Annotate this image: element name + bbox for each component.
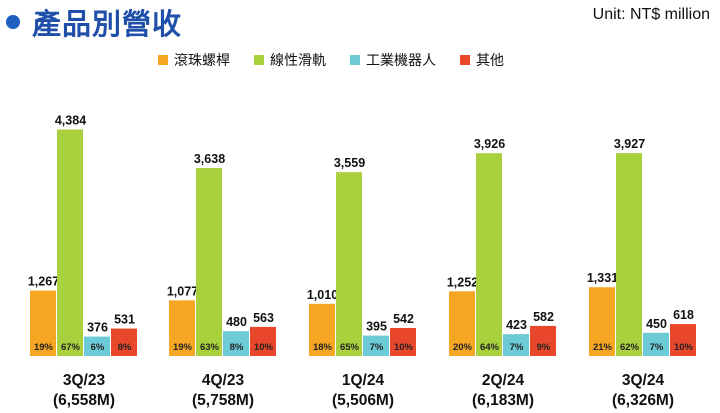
legend-label: 工業機器人	[366, 53, 436, 69]
bar	[476, 153, 502, 356]
bar	[530, 325, 556, 356]
share-label: 63%	[200, 342, 220, 353]
category-label: 4Q/23	[202, 372, 245, 389]
data-label: 1,077	[167, 284, 198, 298]
share-label: 8%	[118, 342, 132, 353]
bar	[111, 328, 137, 356]
data-label: 1,331	[587, 271, 618, 285]
bullet-icon	[6, 15, 20, 29]
data-label: 542	[393, 312, 414, 326]
data-label: 582	[533, 310, 554, 324]
share-label: 10%	[254, 342, 274, 353]
bar	[169, 300, 195, 356]
bar	[84, 336, 110, 356]
category-total-label: (5,758M)	[192, 392, 254, 409]
share-label: 21%	[593, 342, 613, 353]
legend-item: 工業機器人	[350, 50, 436, 70]
share-label: 20%	[453, 342, 473, 353]
share-label: 62%	[620, 342, 640, 353]
bar	[390, 327, 416, 356]
data-label: 423	[506, 318, 527, 332]
share-label: 19%	[34, 342, 54, 353]
legend-item: 其他	[460, 50, 504, 70]
bar	[336, 172, 362, 356]
share-label: 65%	[340, 342, 360, 353]
data-label: 376	[87, 321, 108, 335]
share-label: 8%	[230, 342, 244, 353]
bar	[30, 290, 56, 356]
legend-label: 線性滑軌	[270, 53, 326, 69]
share-label: 18%	[313, 342, 333, 353]
share-label: 7%	[650, 342, 664, 353]
share-label: 7%	[510, 342, 524, 353]
share-label: 64%	[480, 342, 500, 353]
legend-label: 滾珠螺桿	[174, 53, 230, 69]
legend-swatch	[254, 55, 264, 65]
data-label: 1,252	[447, 275, 478, 289]
data-label: 1,010	[307, 288, 338, 302]
bar	[363, 335, 389, 356]
category-label: 3Q/23	[63, 372, 106, 389]
legend-label: 其他	[476, 53, 504, 69]
share-label: 6%	[91, 342, 105, 353]
chart-title: 產品別營收	[32, 7, 183, 41]
data-label: 3,638	[194, 152, 225, 166]
category-total-label: (5,506M)	[332, 392, 394, 409]
legend-swatch	[158, 55, 168, 65]
legend-item: 線性滑軌	[254, 50, 326, 70]
data-label: 3,927	[614, 137, 645, 151]
data-label: 3,559	[334, 156, 365, 170]
share-label: 10%	[674, 342, 694, 353]
data-label: 395	[366, 320, 387, 334]
data-label: 618	[673, 308, 694, 322]
unit-label: Unit: NT$ million	[592, 6, 710, 23]
legend-item: 滾珠螺桿	[158, 50, 230, 70]
share-label: 19%	[173, 342, 193, 353]
category-label: 3Q/24	[622, 372, 665, 389]
category-total-label: (6,183M)	[472, 392, 534, 409]
share-label: 10%	[394, 342, 414, 353]
data-label: 3,926	[474, 137, 505, 151]
bar	[250, 326, 276, 356]
legend-swatch	[350, 55, 360, 65]
bar	[57, 129, 83, 356]
data-label: 531	[114, 313, 135, 327]
legend: 滾珠螺桿 線性滑軌 工業機器人 其他	[158, 50, 504, 70]
bar	[449, 291, 475, 356]
bar	[643, 332, 669, 356]
data-label: 480	[226, 315, 247, 329]
bar	[309, 303, 335, 356]
category-total-label: (6,326M)	[612, 392, 674, 409]
data-label: 450	[646, 317, 667, 331]
legend-swatch	[460, 55, 470, 65]
bar	[196, 168, 222, 356]
share-label: 9%	[537, 342, 551, 353]
bar	[670, 324, 696, 356]
category-label: 2Q/24	[482, 372, 525, 389]
category-total-label: (6,558M)	[53, 392, 115, 409]
category-label: 1Q/24	[342, 372, 385, 389]
bar	[503, 334, 529, 356]
data-label: 1,267	[28, 275, 59, 289]
bar	[223, 331, 249, 356]
bar	[589, 287, 615, 356]
data-label: 4,384	[55, 113, 86, 127]
data-label: 563	[253, 311, 274, 325]
bar	[616, 153, 642, 356]
share-label: 67%	[61, 342, 81, 353]
share-label: 7%	[370, 342, 384, 353]
title-block: 產品別營收	[6, 2, 182, 42]
